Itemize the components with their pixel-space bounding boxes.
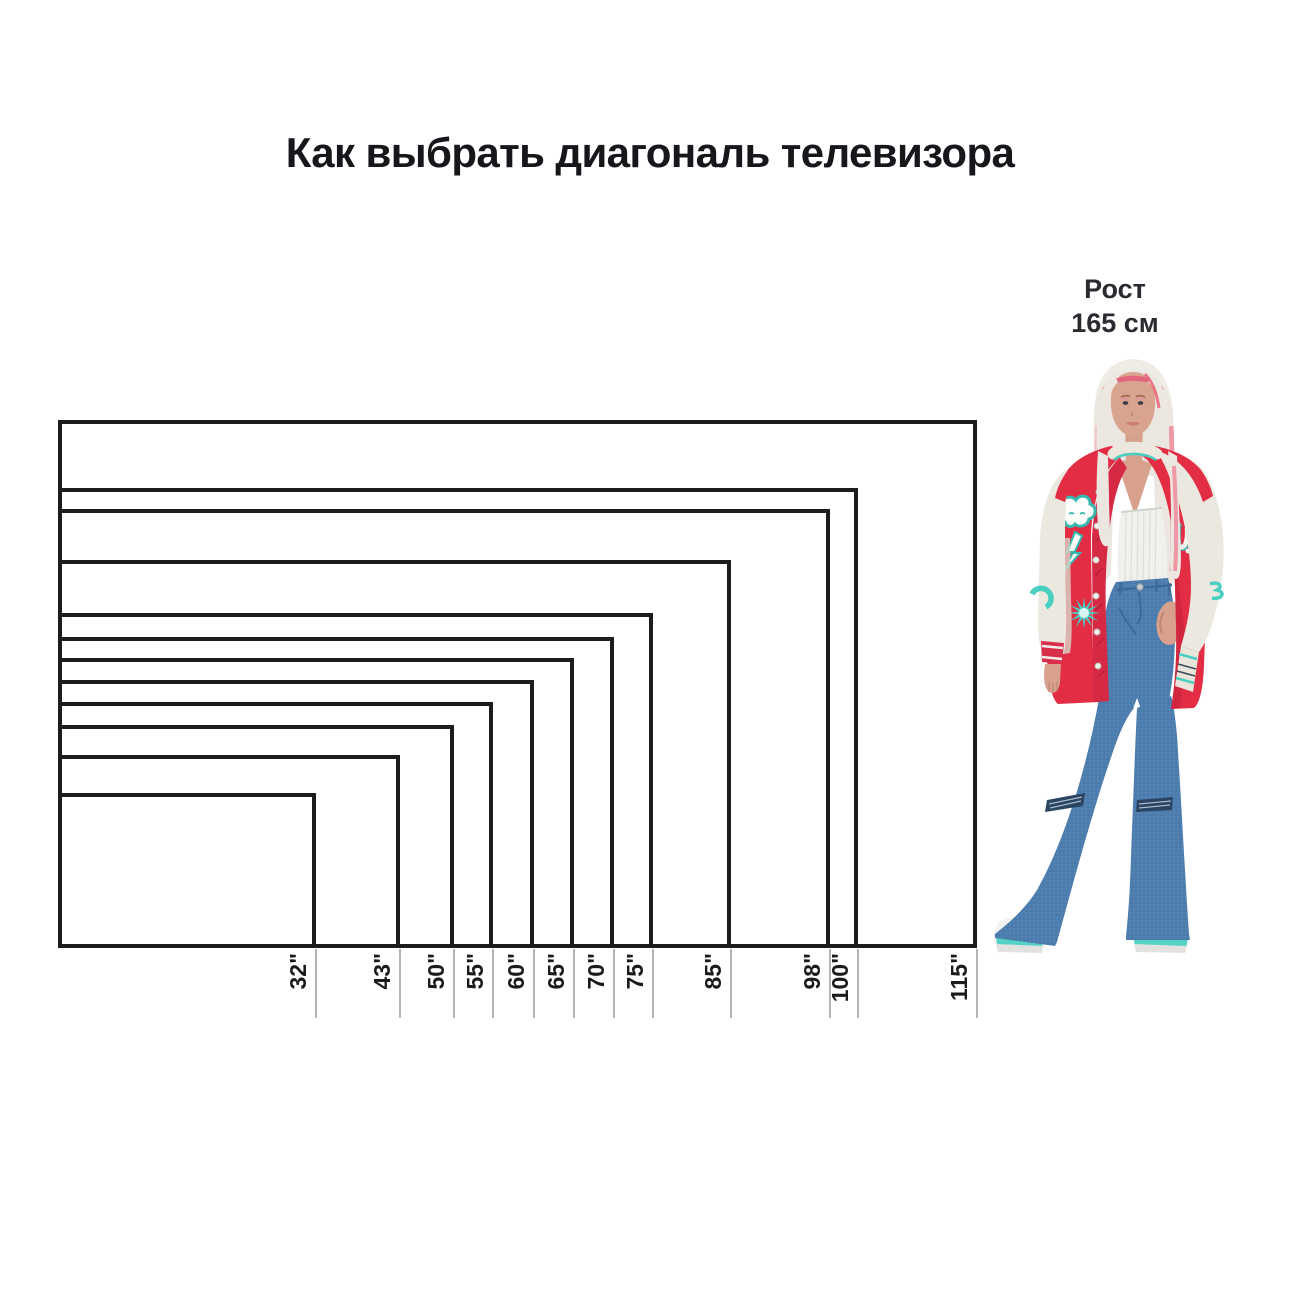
tick-line [533,949,535,1018]
ring-patch [1029,585,1054,610]
size-label: 98" [799,953,825,990]
person-collar [1107,441,1163,462]
tick-line [573,949,575,1018]
person-jeans [995,578,1190,946]
size-label: 43" [369,953,395,990]
size-label: 32" [285,953,311,990]
person-left-sleeve [1029,446,1111,693]
tick-line [829,949,831,1018]
tick-line [453,949,455,1018]
tick-line [652,949,654,1018]
size-label: 85" [700,953,726,990]
person-hair-over [1096,451,1181,579]
tick-line [315,949,317,1018]
tv-size-plot: 32" 43" 50" 55" 60" 65" 70" 75" 85" 98" 100" 115" [58,420,978,1018]
person-height-label: Рост 165 см [985,272,1245,340]
size-label: 70" [583,953,609,990]
tick-line [857,949,859,1018]
person-figure: Рост 165 см [985,272,1245,962]
size-label: 65" [543,953,569,990]
size-label: 115" [946,953,972,1002]
size-label: 75" [622,953,648,990]
size-label: 100" [827,953,853,1003]
sleeve-letter-patch [1209,581,1224,601]
person-height-title: Рост [1084,274,1146,304]
person-right-sleeve [1155,446,1224,692]
tick-line [730,949,732,1018]
size-label: 55" [462,953,488,990]
tick-line [976,949,978,1018]
tv-rect-115in [58,420,977,948]
tick-line [613,949,615,1018]
person-tank-top [1117,507,1168,590]
page-title: Как выбрать диагональ телевизора [285,129,1015,176]
person-illustration [993,359,1224,953]
person-face [1110,372,1156,437]
size-label: 60" [503,953,529,990]
tick-line [399,949,401,1018]
person-height-value: 165 см [1071,308,1159,338]
tick-line [492,949,494,1018]
size-label: 50" [423,953,449,990]
